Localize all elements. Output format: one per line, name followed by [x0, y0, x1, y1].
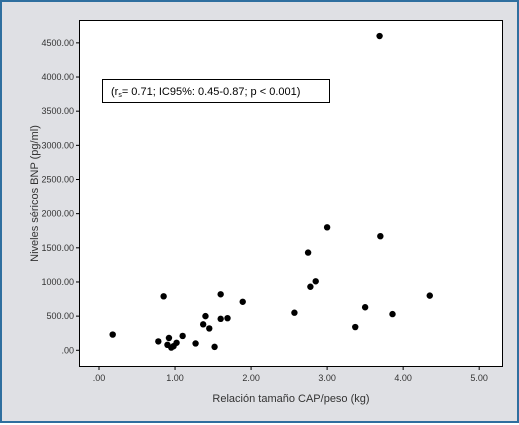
y-tick-label: 4500.00 [41, 38, 74, 48]
data-point [206, 325, 213, 332]
data-point [165, 334, 173, 342]
data-point [304, 249, 312, 256]
x-tick-label: .00 [93, 373, 106, 383]
y-tick-label: 3500.00 [41, 106, 74, 116]
data-point [426, 292, 433, 299]
x-axis-label: Relación tamaño CAP/peso (kg) [212, 393, 369, 405]
x-tick-label: 1.00 [166, 373, 184, 383]
data-point [224, 314, 231, 322]
data-point [192, 340, 199, 347]
data-point [199, 321, 207, 328]
data-point [155, 338, 162, 345]
data-point [239, 298, 246, 305]
plot-area [79, 20, 503, 367]
annotation-open: (r [111, 86, 119, 98]
x-tick-label: 5.00 [470, 373, 488, 383]
data-point [307, 283, 314, 290]
annotation-subscript: s [118, 92, 122, 99]
y-tick-label: 1000.00 [41, 277, 74, 287]
data-point [361, 304, 369, 311]
data-point [217, 315, 224, 323]
y-axis-label: Niveles séricos BNP (pg/ml) [29, 125, 41, 262]
data-point [217, 291, 224, 298]
data-point [291, 309, 298, 316]
y-tick-label: 2500.00 [41, 174, 74, 184]
correlation-annotation: (rs= 0.71; IC95%: 0.45-0.87; p < 0.001) [102, 79, 330, 103]
data-point [323, 224, 331, 231]
data-point [389, 310, 396, 318]
data-point [173, 339, 180, 346]
y-tick-label: 3000.00 [41, 140, 74, 150]
x-tick-label: 4.00 [394, 373, 412, 383]
data-point [352, 323, 359, 331]
y-tick-label: 500.00 [46, 311, 74, 321]
data-point [312, 278, 319, 285]
x-tick-label: 3.00 [318, 373, 336, 383]
y-tick-label: .00 [61, 345, 74, 355]
data-point [376, 32, 383, 40]
data-point [160, 293, 167, 300]
y-tick-label: 1500.00 [41, 243, 74, 253]
annotation-text: = 0.71; IC95%: 0.45-0.87; p < 0.001) [121, 86, 301, 98]
x-tick-label: 2.00 [242, 373, 260, 383]
y-tick-label: 2000.00 [41, 209, 74, 219]
data-point [202, 312, 209, 320]
data-point [179, 332, 186, 340]
data-point [109, 331, 116, 338]
data-point [211, 343, 218, 351]
data-point [377, 232, 384, 240]
y-tick-label: 4000.00 [41, 72, 74, 82]
